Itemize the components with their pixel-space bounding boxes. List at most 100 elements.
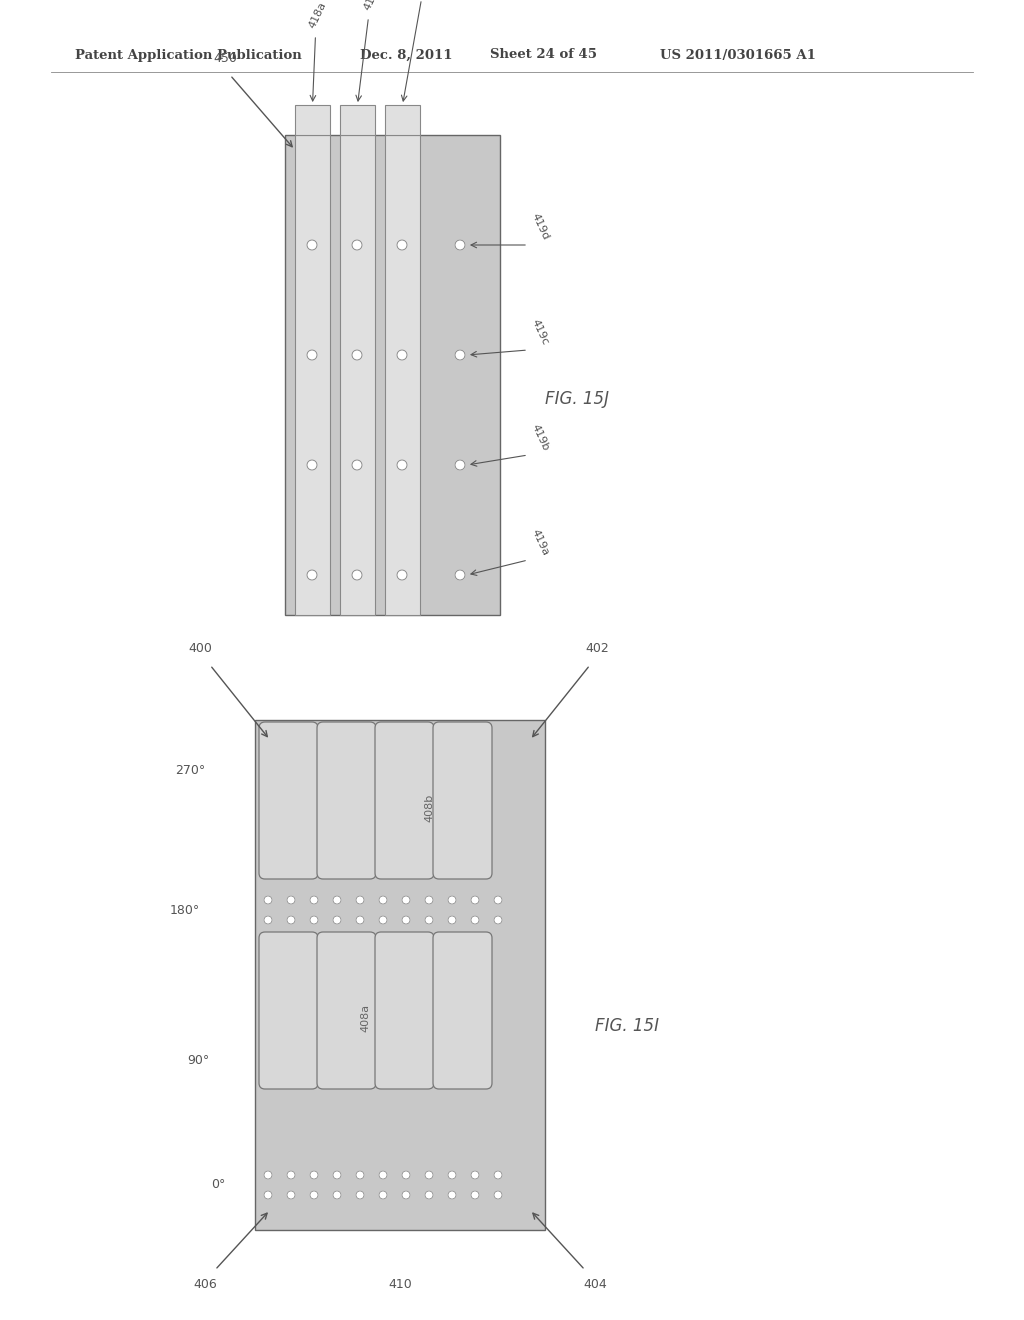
FancyBboxPatch shape xyxy=(317,932,376,1089)
Circle shape xyxy=(356,1171,364,1179)
Circle shape xyxy=(264,916,272,924)
Circle shape xyxy=(471,896,479,904)
Circle shape xyxy=(287,1191,295,1199)
Bar xyxy=(385,135,420,615)
Circle shape xyxy=(397,570,407,579)
Bar xyxy=(285,135,500,615)
Circle shape xyxy=(264,896,272,904)
Circle shape xyxy=(333,1171,341,1179)
Circle shape xyxy=(310,896,318,904)
Text: 408b: 408b xyxy=(424,793,434,822)
Circle shape xyxy=(425,896,433,904)
Circle shape xyxy=(356,1191,364,1199)
Circle shape xyxy=(402,896,410,904)
Circle shape xyxy=(402,1191,410,1199)
Circle shape xyxy=(310,916,318,924)
Circle shape xyxy=(356,916,364,924)
Circle shape xyxy=(455,240,465,249)
Circle shape xyxy=(425,1191,433,1199)
Circle shape xyxy=(307,570,317,579)
Circle shape xyxy=(310,1191,318,1199)
FancyBboxPatch shape xyxy=(433,932,492,1089)
Text: 418b: 418b xyxy=(362,0,383,12)
Text: 408a: 408a xyxy=(360,1003,371,1032)
Text: US 2011/0301665 A1: US 2011/0301665 A1 xyxy=(660,49,816,62)
Bar xyxy=(385,106,420,135)
Circle shape xyxy=(307,350,317,360)
Circle shape xyxy=(379,896,387,904)
Circle shape xyxy=(494,896,502,904)
Text: 419b: 419b xyxy=(530,422,551,451)
Text: 90°: 90° xyxy=(187,1053,210,1067)
Circle shape xyxy=(333,896,341,904)
Circle shape xyxy=(471,1171,479,1179)
Text: FIG. 15I: FIG. 15I xyxy=(595,1016,659,1035)
Text: 418a: 418a xyxy=(307,0,328,30)
Circle shape xyxy=(352,459,362,470)
Circle shape xyxy=(287,896,295,904)
Circle shape xyxy=(356,896,364,904)
Circle shape xyxy=(352,240,362,249)
Circle shape xyxy=(310,1171,318,1179)
Circle shape xyxy=(397,240,407,249)
Circle shape xyxy=(494,916,502,924)
Circle shape xyxy=(471,916,479,924)
Circle shape xyxy=(455,570,465,579)
FancyBboxPatch shape xyxy=(375,932,434,1089)
FancyBboxPatch shape xyxy=(259,722,318,879)
Circle shape xyxy=(449,1171,456,1179)
Circle shape xyxy=(264,1191,272,1199)
Text: 404: 404 xyxy=(583,1278,607,1291)
Circle shape xyxy=(352,570,362,579)
Circle shape xyxy=(397,350,407,360)
Bar xyxy=(255,719,545,1230)
Bar xyxy=(295,106,330,135)
Text: FIG. 15J: FIG. 15J xyxy=(545,389,609,408)
Circle shape xyxy=(352,350,362,360)
Circle shape xyxy=(287,916,295,924)
Text: 410: 410 xyxy=(388,1278,412,1291)
Text: 270°: 270° xyxy=(175,763,205,776)
Bar xyxy=(295,135,330,615)
Circle shape xyxy=(307,459,317,470)
Circle shape xyxy=(494,1171,502,1179)
Circle shape xyxy=(449,896,456,904)
Text: 450: 450 xyxy=(213,51,237,65)
Circle shape xyxy=(471,1191,479,1199)
Circle shape xyxy=(307,240,317,249)
Circle shape xyxy=(425,916,433,924)
FancyBboxPatch shape xyxy=(375,722,434,879)
Circle shape xyxy=(333,1191,341,1199)
FancyBboxPatch shape xyxy=(433,722,492,879)
Text: 406: 406 xyxy=(194,1278,217,1291)
FancyBboxPatch shape xyxy=(259,932,318,1089)
Circle shape xyxy=(449,1191,456,1199)
Circle shape xyxy=(449,916,456,924)
Circle shape xyxy=(402,916,410,924)
Text: 180°: 180° xyxy=(170,903,200,916)
Circle shape xyxy=(455,459,465,470)
Circle shape xyxy=(287,1171,295,1179)
Circle shape xyxy=(425,1171,433,1179)
Circle shape xyxy=(264,1171,272,1179)
Text: 419a: 419a xyxy=(530,527,551,557)
Text: 400: 400 xyxy=(188,642,212,655)
Text: Sheet 24 of 45: Sheet 24 of 45 xyxy=(490,49,597,62)
Circle shape xyxy=(333,916,341,924)
FancyBboxPatch shape xyxy=(317,722,376,879)
Circle shape xyxy=(397,459,407,470)
Circle shape xyxy=(402,1171,410,1179)
Circle shape xyxy=(379,1171,387,1179)
Text: Dec. 8, 2011: Dec. 8, 2011 xyxy=(360,49,453,62)
Circle shape xyxy=(494,1191,502,1199)
Text: Patent Application Publication: Patent Application Publication xyxy=(75,49,302,62)
Text: 419c: 419c xyxy=(530,318,551,347)
Circle shape xyxy=(379,1191,387,1199)
Text: 0°: 0° xyxy=(211,1179,225,1192)
Text: 419d: 419d xyxy=(530,213,551,242)
Bar xyxy=(340,106,375,135)
Circle shape xyxy=(455,350,465,360)
Circle shape xyxy=(379,916,387,924)
Text: 402: 402 xyxy=(585,642,609,655)
Bar xyxy=(340,135,375,615)
